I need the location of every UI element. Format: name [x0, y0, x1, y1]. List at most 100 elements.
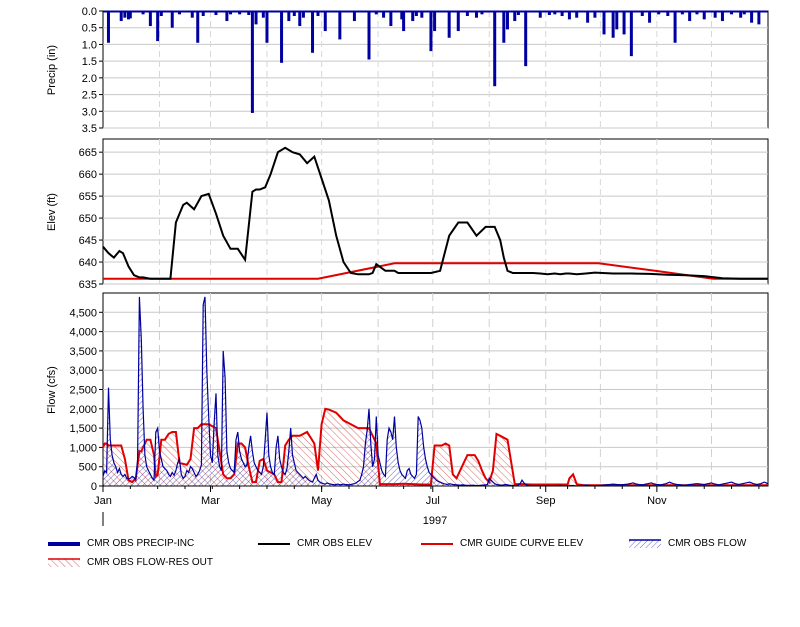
- precip-bar: [622, 11, 626, 35]
- flow-tick-label: 2,000: [69, 404, 97, 416]
- precip-bar: [261, 11, 265, 18]
- precip-bar: [287, 11, 291, 22]
- precip-tick-label: 0.0: [82, 6, 97, 18]
- flow-obs-line: [102, 296, 769, 487]
- precip-bar: [757, 11, 761, 25]
- precip-bar: [225, 11, 229, 22]
- x-tick-label: Nov: [647, 495, 667, 507]
- elev-tick-label: 635: [79, 279, 97, 291]
- legend-item-precip: CMR OBS PRECIP-INC: [47, 537, 247, 551]
- legend: CMR OBS PRECIP-INC CMR OBS ELEV CMR GUID…: [0, 530, 800, 580]
- precip-bar: [247, 11, 251, 16]
- precip-bar: [201, 11, 205, 17]
- precip-bar: [547, 11, 551, 16]
- elev-ylabel: Elev (ft): [46, 193, 58, 231]
- precip-bar: [567, 11, 571, 20]
- precip-bar: [156, 11, 160, 42]
- precip-bar: [673, 11, 677, 43]
- precip-tick-label: 3.5: [82, 123, 97, 135]
- precip-bar: [128, 11, 132, 19]
- precip-bar: [447, 11, 451, 38]
- precip-bar: [629, 11, 633, 57]
- precip-tick-label: 0.5: [82, 23, 97, 35]
- legend-label-elev: CMR OBS ELEV: [297, 538, 373, 549]
- precip-bar: [148, 11, 152, 27]
- legend-label-res-out: CMR OBS FLOW-RES OUT: [87, 557, 213, 568]
- precip-bar: [615, 11, 619, 30]
- precip-tick-label: 1.0: [82, 39, 97, 51]
- precip-bar: [493, 11, 497, 87]
- precip-bar: [602, 11, 606, 35]
- precip-bar: [586, 11, 590, 23]
- precip-bar: [480, 11, 484, 15]
- flow-tick-label: 3,000: [69, 365, 97, 377]
- precip-bar: [411, 11, 415, 22]
- flow-tick-label: 4,500: [69, 307, 97, 319]
- precip-bar: [575, 11, 579, 18]
- flow-tick-label: 0: [91, 481, 97, 493]
- precip-bar: [298, 11, 302, 27]
- precip-bar: [414, 11, 418, 17]
- precip-bar: [238, 11, 242, 15]
- elev-tick-label: 655: [79, 191, 97, 203]
- legend-item-flow: CMR OBS FLOW: [628, 537, 798, 551]
- precip-bar: [593, 11, 597, 18]
- elev-tick-label: 650: [79, 213, 97, 225]
- x-tick-label: Jan: [94, 495, 112, 507]
- precip-bar: [560, 11, 564, 17]
- flow-panel: 0 500 1,000 1,500 2,000 2,500 3,000 3,500 4,000 4…: [46, 292, 769, 493]
- precip-bar: [516, 11, 520, 16]
- elev-obs-line: [102, 146, 768, 280]
- precip-bar: [301, 11, 305, 18]
- precip-bar: [433, 11, 437, 32]
- precip-tick-label: 2.5: [82, 90, 97, 102]
- legend-item-guide-curve: CMR GUIDE CURVE ELEV: [420, 537, 620, 551]
- flow-tick-label: 2,500: [69, 385, 97, 397]
- precip-bar: [190, 11, 194, 18]
- precip-bar: [382, 11, 386, 18]
- precip-bar: [374, 11, 378, 15]
- precip-bar: [505, 11, 509, 30]
- precip-bar: [265, 11, 269, 43]
- legend-item-elev: CMR OBS ELEV: [257, 537, 437, 551]
- precip-bar: [178, 11, 182, 15]
- precip-bar: [742, 11, 746, 15]
- precip-bar: [657, 11, 661, 15]
- precip-bar: [502, 11, 506, 43]
- precip-bar: [229, 11, 233, 15]
- x-axis-year: 1997: [423, 515, 447, 527]
- precip-bar: [250, 11, 254, 113]
- precip-bar: [367, 11, 371, 60]
- flow-res-out-line: [102, 407, 768, 487]
- precip-bar: [254, 11, 258, 25]
- elev-guide-curve-line: [103, 262, 768, 280]
- precip-bar: [196, 11, 200, 43]
- flow-tick-label: 3,500: [69, 346, 97, 358]
- precip-bar: [123, 11, 127, 18]
- precip-bar: [106, 11, 110, 43]
- precip-bar: [648, 11, 652, 23]
- precip-bar: [316, 11, 320, 17]
- flow-tick-label: 500: [79, 462, 97, 474]
- x-tick-label: Sep: [536, 495, 556, 507]
- precip-bar: [292, 11, 296, 17]
- precip-bar: [680, 11, 684, 15]
- elev-panel: 635 640 645 650 655 660 665 Elev (ft): [46, 138, 769, 291]
- chart-svg: 0.0 0.5 1.0 1.5 2.0 2.5 3.0 3.5 Precip (in) 635…: [46, 6, 769, 527]
- precip-bar: [538, 11, 542, 18]
- precip-bar: [702, 11, 706, 20]
- precip-bar: [666, 11, 670, 17]
- precip-bar: [513, 11, 517, 22]
- elev-tick-label: 640: [79, 257, 97, 269]
- x-tick-label: May: [311, 495, 332, 507]
- precip-bar: [311, 11, 315, 53]
- precip-bar: [420, 11, 424, 18]
- precip-bar: [429, 11, 433, 52]
- precip-bar: [695, 11, 699, 15]
- precip-bar: [338, 11, 342, 40]
- precip-bar: [214, 11, 218, 16]
- precip-bar: [402, 11, 406, 32]
- precip-bar: [730, 11, 734, 15]
- flow-tick-label: 1,500: [69, 423, 97, 435]
- precip-bar: [524, 11, 528, 67]
